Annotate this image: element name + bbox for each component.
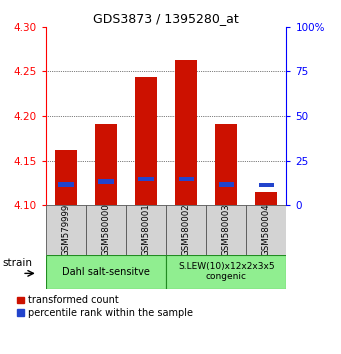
- Text: GSM580003: GSM580003: [222, 204, 231, 257]
- Bar: [58, 182, 74, 187]
- Bar: [175, 59, 197, 205]
- Bar: [259, 183, 274, 187]
- FancyBboxPatch shape: [46, 205, 86, 255]
- Text: GSM579999: GSM579999: [62, 204, 71, 256]
- Bar: [55, 150, 77, 205]
- Text: S.LEW(10)x12x2x3x5
congenic: S.LEW(10)x12x2x3x5 congenic: [178, 262, 275, 281]
- FancyBboxPatch shape: [46, 255, 166, 289]
- FancyBboxPatch shape: [206, 205, 246, 255]
- Bar: [99, 179, 114, 184]
- Text: Dahl salt-sensitve: Dahl salt-sensitve: [62, 267, 150, 277]
- Text: GSM580004: GSM580004: [262, 204, 271, 257]
- Bar: [138, 177, 154, 181]
- FancyBboxPatch shape: [166, 205, 206, 255]
- FancyBboxPatch shape: [166, 255, 286, 289]
- Legend: transformed count, percentile rank within the sample: transformed count, percentile rank withi…: [15, 293, 195, 320]
- Text: GSM580001: GSM580001: [142, 204, 151, 257]
- Text: GSM580000: GSM580000: [102, 204, 110, 257]
- Bar: [179, 177, 194, 181]
- Text: strain: strain: [2, 258, 32, 268]
- Bar: [219, 182, 234, 187]
- Title: GDS3873 / 1395280_at: GDS3873 / 1395280_at: [93, 12, 239, 25]
- Bar: [255, 192, 278, 205]
- Text: GSM580002: GSM580002: [182, 204, 191, 257]
- Bar: [215, 124, 237, 205]
- FancyBboxPatch shape: [246, 205, 286, 255]
- FancyBboxPatch shape: [126, 205, 166, 255]
- Bar: [95, 124, 117, 205]
- FancyBboxPatch shape: [86, 205, 126, 255]
- Bar: [135, 78, 157, 205]
